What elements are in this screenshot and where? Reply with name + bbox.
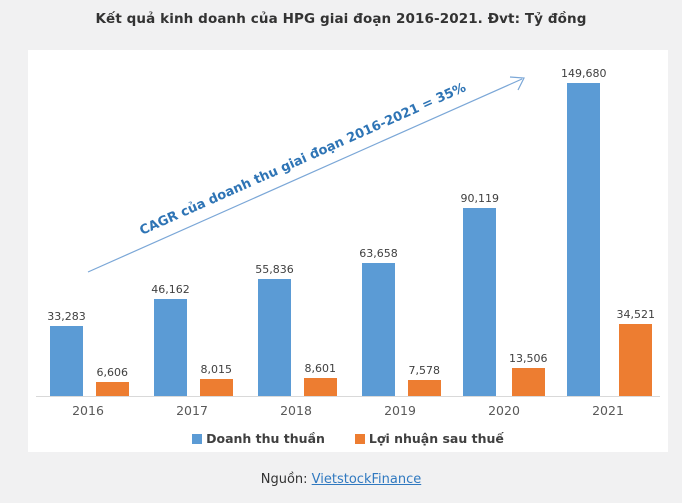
bar-group-2017: 46,162 8,015 (140, 283, 244, 396)
bar-value-label: 8,015 (200, 363, 233, 376)
bar-group-2018: 55,836 8,601 (244, 263, 348, 396)
bar-profit (511, 368, 545, 396)
bar-unit: 6,606 (95, 366, 129, 396)
bar-profit (199, 379, 233, 396)
bar-unit: 46,162 (151, 283, 190, 396)
x-axis-label-2020: 2020 (488, 403, 520, 418)
bar-group-2019: 63,658 7,578 (348, 247, 452, 396)
bar-unit: 55,836 (255, 263, 294, 396)
plot-area: 33,283 6,606 46,162 8,015 55,836 8,601 63,658 7… (36, 63, 660, 397)
bar-value-label: 6,606 (96, 366, 129, 379)
bar-group-2020: 90,119 13,506 (452, 192, 556, 396)
bar-unit: 13,506 (509, 352, 548, 396)
bar-unit: 7,578 (407, 364, 441, 396)
bar-value-label: 55,836 (255, 263, 294, 276)
legend-item-profit: Lợi nhuận sau thuế (354, 431, 504, 446)
bar-group-2016: 33,283 6,606 (36, 310, 140, 396)
legend-label-revenue: Doanh thu thuần (206, 431, 325, 446)
bar-revenue (258, 279, 291, 396)
bar-value-label: 63,658 (359, 247, 398, 260)
bar-value-label: 8,601 (304, 362, 337, 375)
x-axis-label-2018: 2018 (280, 403, 312, 418)
x-axis-label-2016: 2016 (72, 403, 104, 418)
chart-panel: CAGR của doanh thu giai đoạn 2016-2021 =… (28, 50, 668, 452)
bar-value-label: 46,162 (151, 283, 190, 296)
x-axis-label-2021: 2021 (592, 403, 624, 418)
x-axis-label-2017: 2017 (176, 403, 208, 418)
bar-unit: 8,015 (199, 363, 233, 396)
source-link[interactable]: VietstockFinance (311, 472, 422, 487)
bar-group-2021: 149,680 34,521 (556, 67, 660, 396)
legend: Doanh thu thuần Lợi nhuận sau thuế (28, 431, 668, 446)
bar-unit: 63,658 (359, 247, 398, 396)
source-prefix: Nguồn: (260, 472, 312, 487)
bar-value-label: 149,680 (561, 67, 607, 80)
legend-label-profit: Lợi nhuận sau thuế (368, 431, 504, 446)
bar-unit: 149,680 (561, 67, 607, 396)
bar-unit: 33,283 (47, 310, 86, 396)
legend-item-revenue: Doanh thu thuần (192, 431, 325, 446)
bar-revenue (50, 326, 83, 396)
bar-revenue (362, 263, 395, 396)
bar-value-label: 34,521 (616, 308, 656, 321)
x-axis: 2016 2017 2018 2019 2020 2021 (36, 403, 660, 418)
bar-value-label: 90,119 (460, 192, 500, 205)
bar-profit (95, 382, 129, 396)
bar-unit: 90,119 (460, 192, 500, 396)
revenue-swatch-icon (192, 433, 203, 444)
bar-profit (619, 324, 653, 396)
source-line: Nguồn: VietstockFinance (0, 472, 682, 487)
bar-revenue (463, 208, 497, 396)
bar-profit (303, 378, 337, 396)
bar-value-label: 7,578 (408, 364, 441, 377)
x-axis-label-2019: 2019 (384, 403, 416, 418)
bar-value-label: 33,283 (47, 310, 86, 323)
bar-revenue (154, 299, 187, 396)
bar-revenue (567, 83, 601, 396)
bar-value-label: 13,506 (509, 352, 548, 365)
profit-swatch-icon (354, 433, 365, 444)
bar-unit: 34,521 (616, 308, 656, 396)
page-title: Kết quả kinh doanh của HPG giai đoạn 201… (95, 11, 587, 27)
bar-unit: 8,601 (303, 362, 337, 396)
bar-profit (407, 380, 441, 396)
